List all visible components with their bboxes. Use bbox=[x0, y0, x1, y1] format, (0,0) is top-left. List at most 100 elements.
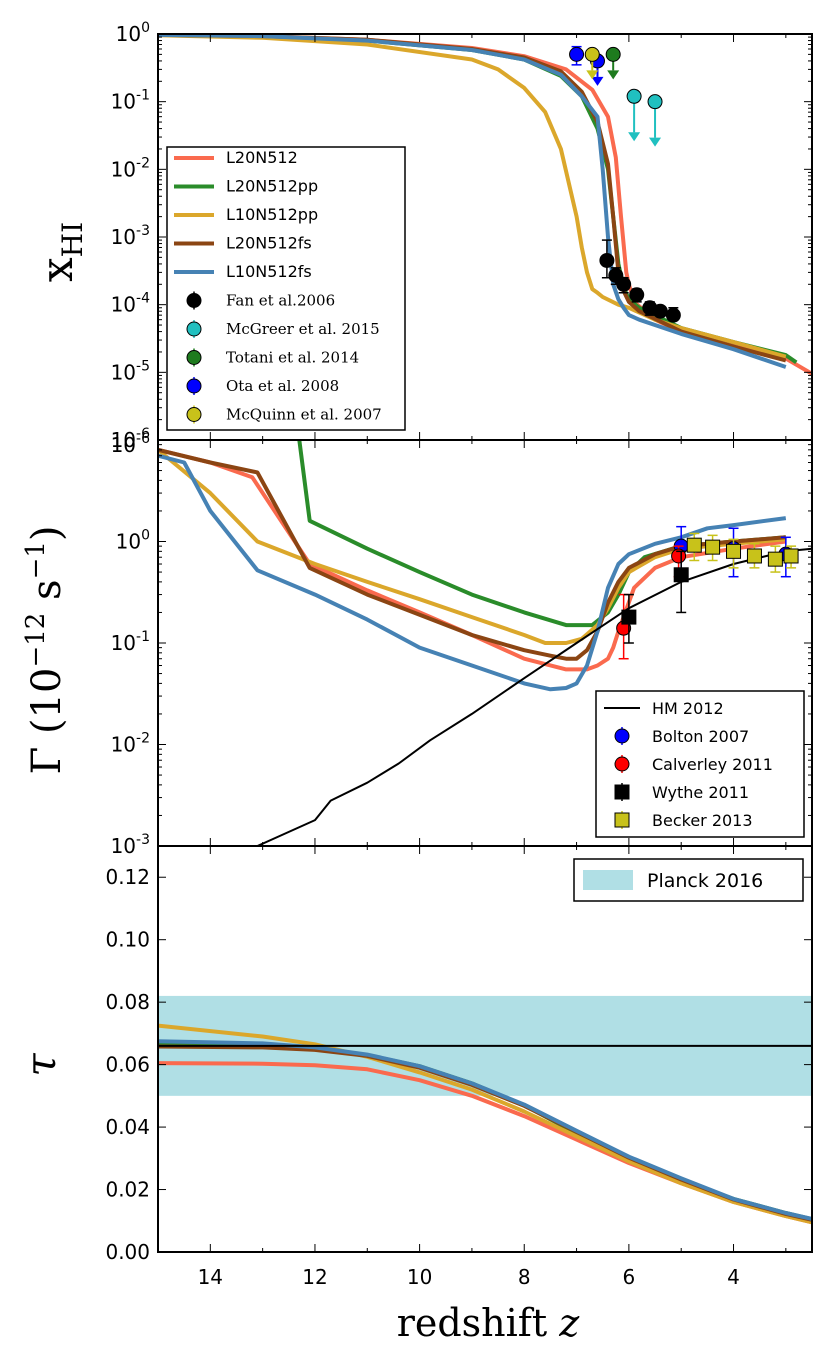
middle-y-axis-label: Γ (10−12 s−1) bbox=[21, 525, 70, 774]
mid-y-tick-label: 10-1 bbox=[111, 629, 150, 655]
mid-legend-label-bolton-2007: Bolton 2007 bbox=[652, 727, 749, 746]
top-y-axis-label: xHI bbox=[32, 222, 89, 282]
xhi-fan-et-al-2006-point bbox=[616, 276, 632, 292]
top-legend-box bbox=[166, 146, 406, 431]
tick-exponent: -2 bbox=[136, 731, 150, 747]
x-tick-label: 12 bbox=[302, 1265, 327, 1289]
top-legend-label-mcquinn-et-al-2007: McQuinn et al. 2007 bbox=[226, 406, 382, 424]
top-legend-label-fan-et-al-2006: Fan et al.2006 bbox=[226, 292, 335, 310]
gamma-wythe-2011-point bbox=[621, 609, 637, 625]
xhi-mcgreer-et-al-2015-point bbox=[647, 94, 663, 110]
gamma-becker-2013-point bbox=[767, 551, 783, 567]
xhi-observations-layer bbox=[569, 45, 681, 323]
top-y-tick-label: 10-2 bbox=[111, 155, 150, 181]
top-legend-label-ota-et-al-2008: Ota et al. 2008 bbox=[226, 377, 339, 395]
top-y-tick-label: 10-3 bbox=[111, 223, 150, 249]
tick-mantissa: 10 bbox=[111, 428, 136, 452]
tick-exponent: -6 bbox=[136, 431, 150, 447]
tick-mantissa: 10 bbox=[111, 733, 136, 757]
top-legend-label-mcgreer-et-al-2015: McGreer et al. 2015 bbox=[226, 320, 380, 338]
mid-legend-label-calverley-2011: Calverley 2011 bbox=[652, 755, 773, 774]
gamma-observations-layer bbox=[616, 525, 799, 660]
tick-label-layer: 10010-110-210-310-410-510-610010-110-210… bbox=[105, 20, 739, 1289]
tick-mantissa: 10 bbox=[111, 157, 136, 181]
top-legend-label-l20n512fs: L20N512fs bbox=[226, 234, 312, 253]
xhi-fan-et-al-2006-point bbox=[652, 303, 668, 319]
tick-mantissa: 10 bbox=[116, 22, 141, 46]
xhi-totani-et-al-2014-point bbox=[605, 46, 621, 62]
mid-legend-marker-wythe-2011 bbox=[614, 784, 630, 800]
x-axis-label: redshift z bbox=[397, 1301, 581, 1345]
mid-top-tick-label: 10-6 bbox=[111, 431, 151, 457]
middle-legend: HM 2012 Bolton 2007 Calverley 2011 Wythe 20… bbox=[595, 690, 805, 838]
top-legend-label-l10n512fs: L10N512fs bbox=[226, 262, 312, 281]
xhi-ota-et-al-2008-limit-arrow bbox=[591, 76, 604, 86]
mid-legend-label-becker-2013: Becker 2013 bbox=[652, 811, 753, 830]
xhi-l10n512fs-line bbox=[158, 34, 787, 369]
tick-exponent: -3 bbox=[136, 223, 150, 239]
gamma-becker-2013-point bbox=[726, 543, 742, 559]
bottom-y-axis-label: τ bbox=[16, 1053, 65, 1077]
xhi-fan-et-al-2006-point bbox=[599, 252, 615, 268]
mid-y-tick-label: 100 bbox=[116, 528, 150, 554]
bottom-legend-swatch bbox=[583, 870, 633, 890]
xhi-mcgreer-et-al-2015-point bbox=[626, 88, 642, 104]
gamma-l10n512pp-line bbox=[158, 448, 786, 645]
tick-exponent: -4 bbox=[136, 291, 150, 307]
tick-mantissa: 10 bbox=[111, 293, 136, 317]
top-legend-label-l20n512pp: L20N512pp bbox=[226, 177, 318, 196]
xhi-lines-layer bbox=[158, 34, 812, 376]
xhi-fan-et-al-2006-point bbox=[629, 287, 645, 303]
mid-y-tick-label: 10-3 bbox=[111, 832, 150, 858]
tick-exponent: 0 bbox=[141, 528, 150, 544]
top-y-tick-label: 10-6 bbox=[111, 426, 151, 452]
gamma-lines-layer bbox=[158, 440, 812, 846]
bot-y-tick-label: 0.06 bbox=[105, 1053, 150, 1077]
x-tick-label: 6 bbox=[623, 1265, 636, 1289]
top-legend: L20N512 L20N512pp L10N512pp L20N512fs L10N51… bbox=[166, 146, 406, 431]
x-tick-label: 14 bbox=[198, 1265, 223, 1289]
tick-mantissa: 10 bbox=[111, 631, 136, 655]
tick-exponent: -6 bbox=[136, 426, 150, 442]
tick-mantissa: 10 bbox=[111, 433, 136, 457]
top-legend-marker-mcgreer-et-al-2015 bbox=[186, 321, 202, 337]
gamma-hm-2012-line bbox=[256, 547, 812, 846]
mid-legend-label-hm-2012: HM 2012 bbox=[652, 699, 724, 718]
top-y-tick-label: 10-5 bbox=[111, 358, 150, 384]
tick-mantissa: 10 bbox=[111, 225, 136, 249]
gamma-l20n512-line bbox=[158, 447, 787, 672]
tick-exponent: 0 bbox=[141, 20, 150, 36]
mid-y-tick-label: 10-2 bbox=[111, 731, 150, 757]
tau-l10n512pp-line bbox=[158, 1023, 812, 1225]
tick-mantissa: 10 bbox=[116, 530, 141, 554]
gamma-becker-2013-point bbox=[783, 548, 799, 564]
gamma-becker-2013-point bbox=[746, 548, 762, 564]
bot-y-tick-label: 0.10 bbox=[105, 928, 150, 952]
xhi-mcquinn-et-al-2007-point bbox=[584, 46, 600, 62]
tick-mantissa: 10 bbox=[111, 834, 136, 858]
bottom-legend-label: Planck 2016 bbox=[647, 870, 763, 892]
top-y-tick-label: 10-4 bbox=[111, 291, 151, 317]
gamma-becker-2013-point bbox=[686, 537, 702, 553]
xhi-ota-et-al-2008-point bbox=[569, 46, 585, 62]
mid-legend-marker-becker-2013 bbox=[614, 812, 630, 828]
top-y-tick-label: 10-1 bbox=[111, 88, 150, 114]
xhi-mcgreer-et-al-2015-limit-arrow bbox=[628, 132, 641, 142]
gamma-becker-2013-point bbox=[705, 539, 721, 555]
tick-mantissa: 10 bbox=[111, 90, 136, 114]
bot-y-tick-label: 0.08 bbox=[105, 990, 150, 1014]
top-legend-marker-mcquinn-et-al-2007 bbox=[186, 407, 202, 422]
mid-legend-marker-bolton-2007 bbox=[614, 728, 630, 744]
mid-legend-label-wythe-2011: Wythe 2011 bbox=[652, 783, 749, 802]
x-tick-label: 4 bbox=[727, 1265, 740, 1289]
xhi-mcquinn-et-al-2007-limit-arrow bbox=[586, 70, 599, 80]
bot-y-tick-label: 0.02 bbox=[105, 1178, 150, 1202]
xhi-totani-et-al-2014-limit-arrow bbox=[607, 70, 620, 80]
tick-exponent: -1 bbox=[136, 629, 150, 645]
bot-y-tick-label: 0.04 bbox=[105, 1115, 150, 1139]
tau-lines-layer bbox=[158, 1023, 812, 1225]
tick-exponent: -2 bbox=[136, 155, 150, 171]
x-tick-label: 8 bbox=[518, 1265, 531, 1289]
tick-exponent: -3 bbox=[136, 832, 150, 848]
